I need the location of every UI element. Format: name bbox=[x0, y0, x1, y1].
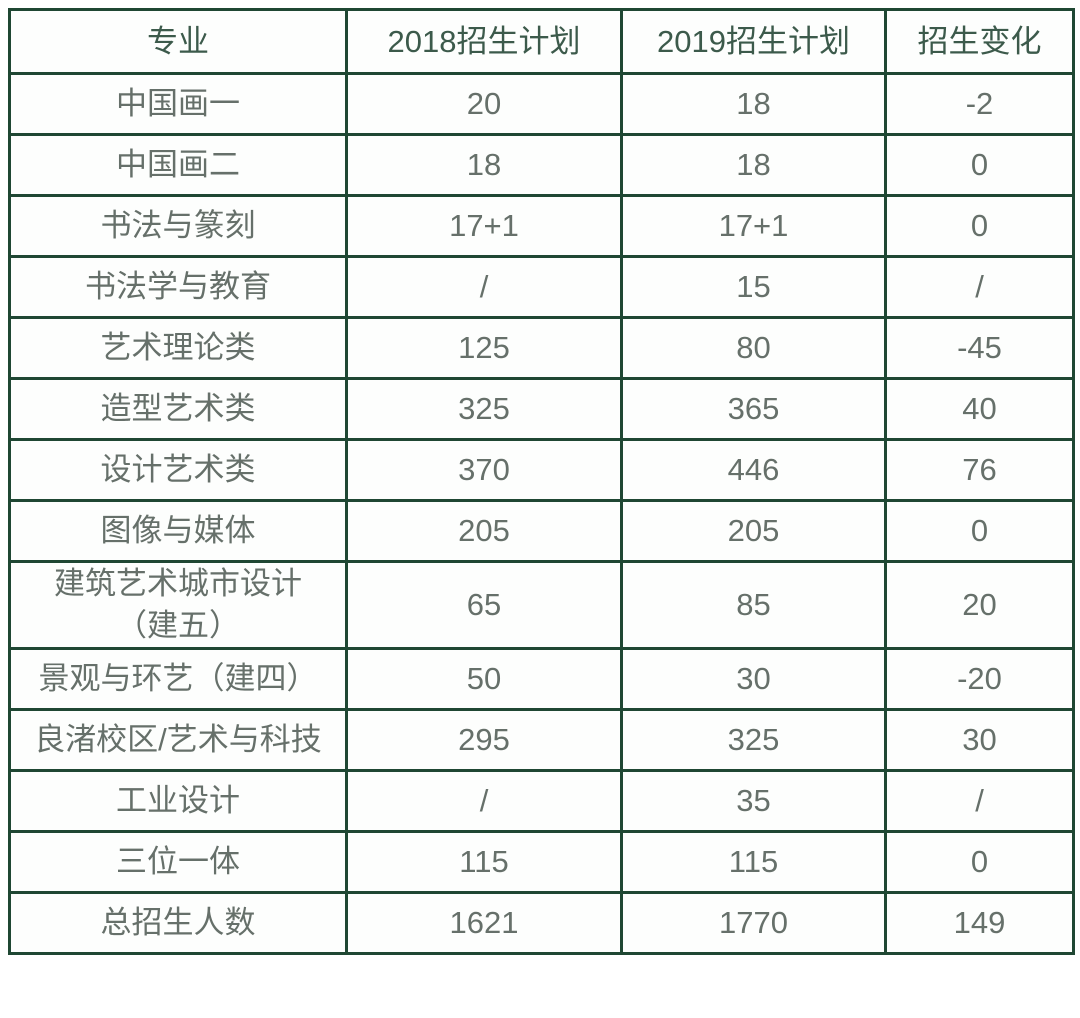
enrollment-plan-table: 专业 2018招生计划 2019招生计划 招生变化 中国画一 20 18 -2 中国画二… bbox=[8, 8, 1075, 955]
plan-2019-cell: 446 bbox=[620, 438, 887, 502]
plan-2018-cell: 1621 bbox=[345, 890, 623, 955]
table-row: 中国画二 18 18 0 bbox=[8, 133, 1075, 197]
change-cell: 0 bbox=[884, 133, 1075, 197]
table-row: 总招生人数 1621 1770 149 bbox=[8, 890, 1075, 955]
plan-2019-cell: 205 bbox=[620, 499, 887, 563]
col-header-change: 招生变化 bbox=[884, 8, 1075, 75]
table-row: 工业设计/35/ bbox=[8, 768, 1075, 833]
plan-2018-cell: 115 bbox=[345, 829, 623, 894]
plan-2018-cell: 17+1 bbox=[345, 194, 623, 258]
plan-2018-cell: 370 bbox=[345, 438, 623, 502]
plan-2019-cell: 325 bbox=[620, 707, 887, 772]
plan-2019-cell: 30 bbox=[620, 646, 887, 711]
table-body: 中国画一 20 18 -2 中国画二 18 18 0 书法与篆刻 17+1 17+1 0 书法学与教育 /… bbox=[8, 72, 1075, 955]
plan-2019-cell: 17+1 bbox=[620, 194, 887, 258]
plan-2019-cell: 365 bbox=[620, 377, 887, 441]
table-row: 图像与媒体 205 205 0 bbox=[8, 499, 1075, 563]
major-cell: 建筑艺术城市设计 （建五） bbox=[8, 560, 348, 650]
change-cell: -45 bbox=[884, 316, 1075, 380]
table-row: 书法学与教育/15/ bbox=[8, 255, 1075, 319]
table-row: 建筑艺术城市设计 （建五） 65 85 20 bbox=[8, 560, 1075, 650]
change-cell: -20 bbox=[884, 646, 1075, 711]
col-header-plan-2018: 2018招生计划 bbox=[345, 8, 623, 75]
plan-2018-cell: 125 bbox=[345, 316, 623, 380]
change-cell: -2 bbox=[884, 72, 1075, 136]
plan-2019-cell: 35 bbox=[620, 768, 887, 833]
plan-2018-cell: 325 bbox=[345, 377, 623, 441]
change-cell: 20 bbox=[884, 560, 1075, 650]
col-header-major: 专业 bbox=[8, 8, 348, 75]
table-row: 景观与环艺（建四） 50 30 -20 bbox=[8, 646, 1075, 711]
major-cell: 造型艺术类 bbox=[8, 377, 348, 441]
table-row: 艺术理论类 125 80 -45 bbox=[8, 316, 1075, 380]
plan-2019-cell: 85 bbox=[620, 560, 887, 650]
major-cell: 设计艺术类 bbox=[8, 438, 348, 502]
plan-2018-cell: / bbox=[345, 768, 623, 833]
plan-2019-cell: 115 bbox=[620, 829, 887, 894]
change-cell: 76 bbox=[884, 438, 1075, 502]
major-cell: 三位一体 bbox=[8, 829, 348, 894]
major-cell: 书法学与教育 bbox=[8, 255, 348, 319]
change-cell: / bbox=[884, 255, 1075, 319]
plan-2018-cell: 20 bbox=[345, 72, 623, 136]
plan-2018-cell: 50 bbox=[345, 646, 623, 711]
major-cell: 艺术理论类 bbox=[8, 316, 348, 380]
major-cell: 良渚校区/艺术与科技 bbox=[8, 707, 348, 772]
plan-2018-cell: 18 bbox=[345, 133, 623, 197]
major-cell: 图像与媒体 bbox=[8, 499, 348, 563]
change-cell: / bbox=[884, 768, 1075, 833]
major-cell: 中国画一 bbox=[8, 72, 348, 136]
plan-2018-cell: 205 bbox=[345, 499, 623, 563]
plan-2018-cell: 295 bbox=[345, 707, 623, 772]
change-cell: 0 bbox=[884, 194, 1075, 258]
table-row: 中国画一 20 18 -2 bbox=[8, 72, 1075, 136]
major-cell: 总招生人数 bbox=[8, 890, 348, 955]
table-row: 书法与篆刻 17+1 17+1 0 bbox=[8, 194, 1075, 258]
table-row: 三位一体 115 115 0 bbox=[8, 829, 1075, 894]
col-header-plan-2019: 2019招生计划 bbox=[620, 8, 887, 75]
change-cell: 0 bbox=[884, 499, 1075, 563]
table-row: 造型艺术类 325 365 40 bbox=[8, 377, 1075, 441]
plan-2018-cell: / bbox=[345, 255, 623, 319]
change-cell: 149 bbox=[884, 890, 1075, 955]
change-cell: 40 bbox=[884, 377, 1075, 441]
plan-2019-cell: 1770 bbox=[620, 890, 887, 955]
plan-2019-cell: 18 bbox=[620, 133, 887, 197]
major-cell: 中国画二 bbox=[8, 133, 348, 197]
plan-2019-cell: 80 bbox=[620, 316, 887, 380]
plan-2018-cell: 65 bbox=[345, 560, 623, 650]
change-cell: 30 bbox=[884, 707, 1075, 772]
plan-2019-cell: 18 bbox=[620, 72, 887, 136]
major-cell: 工业设计 bbox=[8, 768, 348, 833]
table-row: 设计艺术类 370 446 76 bbox=[8, 438, 1075, 502]
major-cell: 景观与环艺（建四） bbox=[8, 646, 348, 711]
plan-2019-cell: 15 bbox=[620, 255, 887, 319]
table-row: 良渚校区/艺术与科技 295 325 30 bbox=[8, 707, 1075, 772]
change-cell: 0 bbox=[884, 829, 1075, 894]
header-row: 专业 2018招生计划 2019招生计划 招生变化 bbox=[8, 8, 1075, 75]
major-cell: 书法与篆刻 bbox=[8, 194, 348, 258]
